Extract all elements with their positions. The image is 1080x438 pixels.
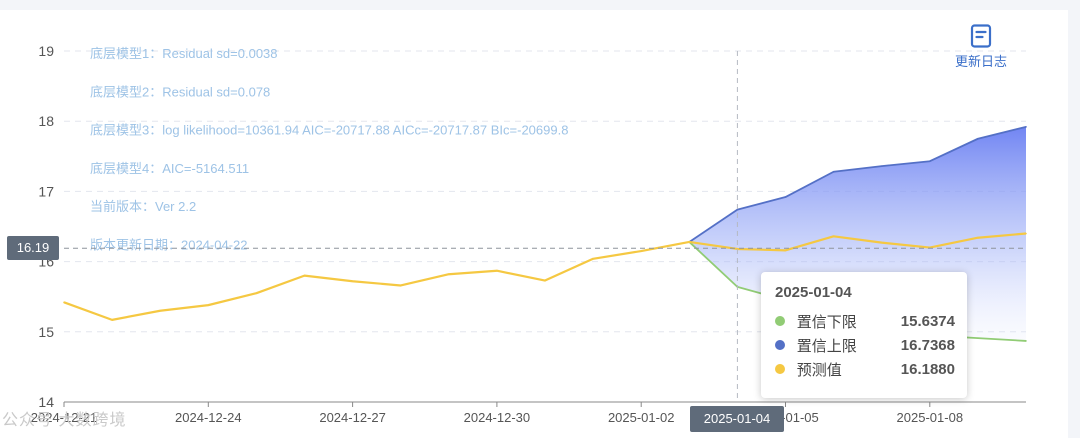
lower-bound-line-point [1025,340,1027,342]
watermark: 公众号 大数跨境 [2,412,127,429]
y-tick-label: 17 [38,183,54,199]
x-tick-label: 2024-12-21 [31,410,98,425]
y-pointer-label: 16.19 [7,236,59,260]
upper-bound-line-point [784,196,787,198]
lower-bound-line-point [977,337,979,339]
forecast-dot [775,364,785,374]
model-note: 底层模型4：AIC=-5164.511 [90,161,249,176]
forecast-line-point [448,273,450,276]
forecast-line-point [832,235,835,238]
forecast-line-point [880,241,883,244]
x-tick-label: 2025-01-02 [608,410,675,425]
data-tooltip: 2025-01-04 置信下限 15.6374 置信上限 16.7368 预测值… [761,272,967,398]
forecast-line-point [63,301,65,304]
y-tick-label: 19 [38,43,54,59]
upper-bound-line-point [1025,126,1027,128]
forecast-line-point [207,304,210,306]
tooltip-title: 2025-01-04 [775,284,852,301]
forecast-line-point [640,250,642,252]
changelog-button[interactable]: 更新日志 [946,24,1016,70]
y-tick-label: 18 [38,113,54,129]
forecast-line-point [688,241,691,243]
upper-bound-line-point [929,160,931,163]
tooltip-row-name: 置信上限 [796,337,857,355]
forecast-line-point [351,280,354,283]
model-note: 当前版本：Ver 2.2 [90,199,196,214]
lower-bound-dot [775,316,785,326]
forecast-line-point [544,279,546,282]
model-note: 底层模型3：log likelihood=10361.94 AIC=-20717… [90,123,568,138]
forecast-line-point [159,309,161,312]
forecast-line-point [111,319,113,321]
tooltip-row-upper: 置信上限 16.7368 [773,333,955,357]
upper-bound-line [688,125,1027,243]
forecast-line-point [255,292,258,294]
tooltip-row-name: 置信下限 [796,313,857,331]
x-tick-label: 2024-12-27 [319,410,386,425]
model-note: 版本更新日期：2024-04-22 [90,238,248,253]
model-note: 底层模型1：Residual sd=0.0038 [90,46,278,61]
forecast-line-point [1025,232,1027,235]
forecast-line-point [303,274,306,277]
forecast-line-point [784,249,787,252]
tooltip-row-name: 预测值 [796,361,842,379]
upper-bound-line-point [880,165,883,167]
y-tick-label: 14 [38,394,54,410]
x-pointer-label: 2025-01-04 [690,406,784,432]
forecast-line-point [399,284,402,287]
document-icon [970,24,992,48]
x-tick-label: 2025-01-08 [897,410,964,425]
x-tick-label: 2024-12-30 [464,410,531,425]
tooltip-row-forecast: 预测值 16.1880 [773,357,955,381]
y-tick-label: 15 [38,324,54,340]
model-note: 底层模型2：Residual sd=0.078 [90,84,270,99]
upper-bound-line-point [736,208,739,211]
forecast-line-point [977,236,979,239]
tooltip-row-value: 16.7368 [900,336,955,354]
model-notes: 底层模型1：Residual sd=0.0038 底层模型2：Residual s… [90,46,568,253]
upper-bound-dot [775,340,785,350]
changelog-label: 更新日志 [954,54,1007,69]
upper-bound-line-point [977,137,979,140]
upper-bound-line-point [832,170,835,173]
tooltip-row-lower: 置信下限 15.6374 [773,309,955,333]
forecast-line-point [592,257,594,260]
crosshair-layer [64,51,1026,402]
x-tick-label: 2024-12-24 [175,410,242,425]
forecast-line-point [496,269,498,272]
tooltip-row-value: 16.1880 [900,360,955,378]
tooltip-row-value: 15.6374 [900,312,955,330]
